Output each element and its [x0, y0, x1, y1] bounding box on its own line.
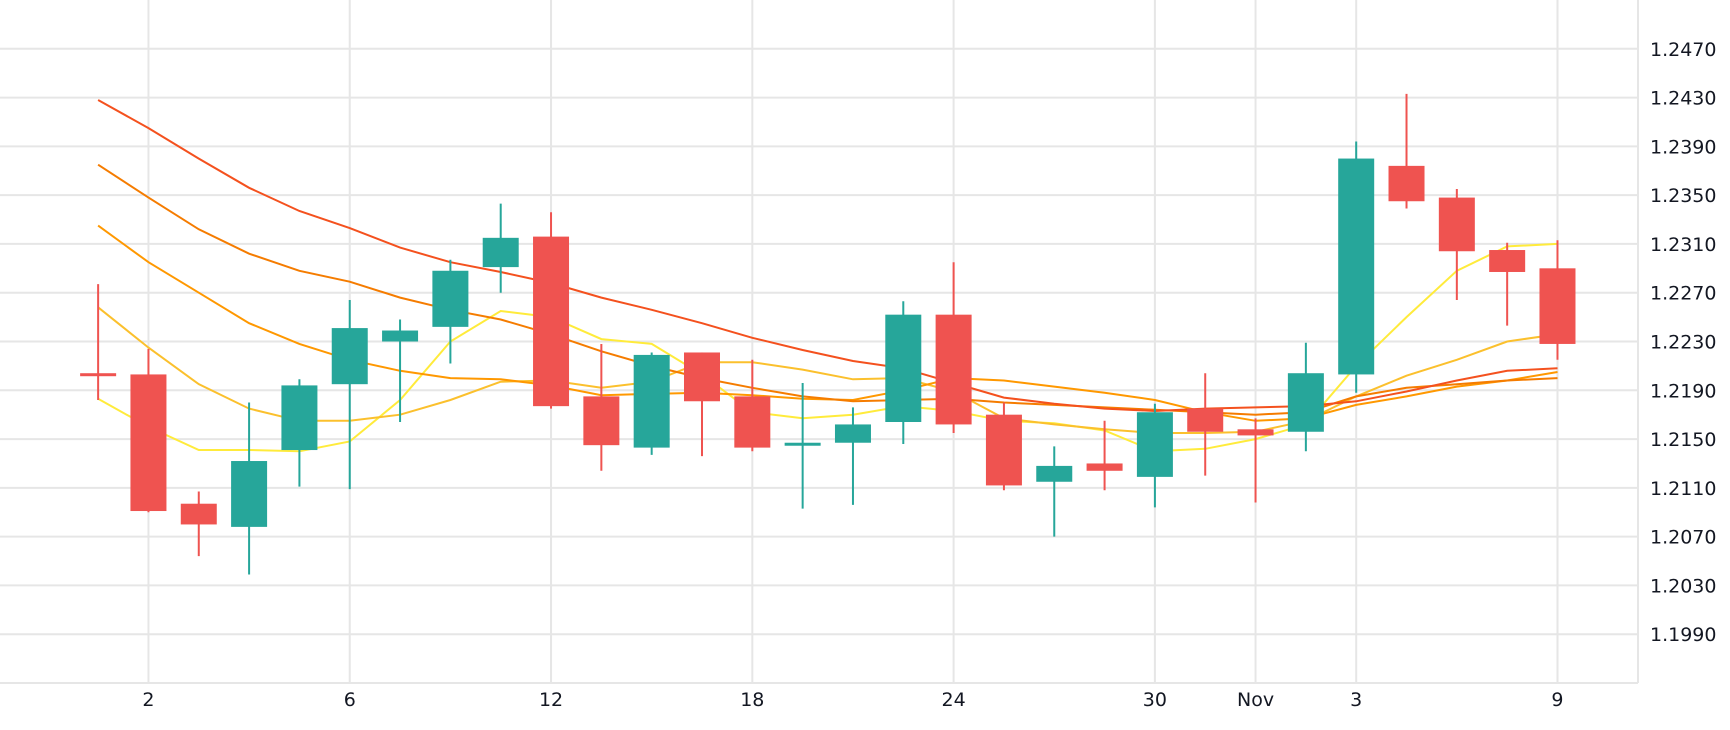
candle-body-up: [231, 461, 268, 527]
y-tick-label: 1.2030: [1650, 575, 1716, 597]
candle-body-down: [583, 396, 620, 446]
candle-body-up: [331, 328, 368, 385]
candle-body-down: [734, 396, 771, 448]
y-tick-label: 1.2110: [1650, 478, 1716, 500]
candle-body-up: [834, 424, 871, 443]
x-tick-label: 6: [344, 689, 356, 711]
x-tick-label: 3: [1350, 689, 1362, 711]
candle-body-down: [1438, 197, 1475, 252]
candles: [80, 93, 1576, 575]
x-tick-label: 30: [1143, 689, 1167, 711]
y-tick-label: 1.2470: [1650, 39, 1716, 61]
y-tick-label: 1.2310: [1650, 234, 1716, 256]
candle-body-down: [533, 236, 570, 407]
candle-body-up: [784, 442, 821, 446]
y-tick-label: 1.2190: [1650, 380, 1716, 402]
y-tick-label: 1.2430: [1650, 88, 1716, 110]
candle-body-up: [1338, 158, 1375, 375]
candle-body-up: [885, 314, 922, 422]
y-tick-label: 1.2230: [1650, 332, 1716, 354]
price-axis-labels: 1.1990 1.2030 1.2070 1.2110 1.2150 1.2190 1.22…: [1650, 39, 1716, 646]
candle-body-up: [1287, 373, 1324, 432]
x-tick-label: 24: [942, 689, 966, 711]
candle-body-down: [1187, 408, 1224, 432]
candle-body-down: [1237, 429, 1274, 436]
y-tick-label: 1.2350: [1650, 185, 1716, 207]
candle-body-down: [985, 414, 1022, 486]
candle-body-down: [130, 374, 167, 512]
time-axis-labels: 2 6 12 18 24 30 Nov 3 9: [142, 689, 1563, 711]
y-tick-label: 1.2390: [1650, 136, 1716, 158]
horizontal-grid: [0, 47, 1638, 636]
candle-body-up: [1036, 465, 1073, 482]
x-tick-label: 12: [539, 689, 563, 711]
candle-body-up: [382, 330, 419, 342]
candle-body-down: [935, 314, 972, 425]
candle-body-up: [482, 237, 519, 268]
candle-body-down: [1539, 268, 1576, 344]
y-tick-label: 1.1990: [1650, 624, 1716, 646]
y-tick-label: 1.2070: [1650, 527, 1716, 549]
candle-body-down: [180, 503, 217, 525]
x-tick-label: 9: [1551, 689, 1563, 711]
candle-body-up: [1136, 412, 1173, 477]
candle-body-up: [432, 270, 469, 327]
candle-body-down: [1388, 165, 1425, 202]
x-tick-label: Nov: [1237, 689, 1274, 711]
candle-body-down: [1086, 463, 1123, 471]
x-tick-label: 18: [740, 689, 764, 711]
candle-body-down: [80, 373, 117, 377]
y-tick-label: 1.2270: [1650, 283, 1716, 305]
candle-body-down: [684, 352, 720, 402]
x-tick-label: 2: [142, 689, 154, 711]
candle-body-up: [633, 354, 670, 448]
candle-body-down: [1489, 250, 1526, 272]
y-tick-label: 1.2150: [1650, 429, 1716, 451]
candle-body-up: [281, 385, 318, 451]
